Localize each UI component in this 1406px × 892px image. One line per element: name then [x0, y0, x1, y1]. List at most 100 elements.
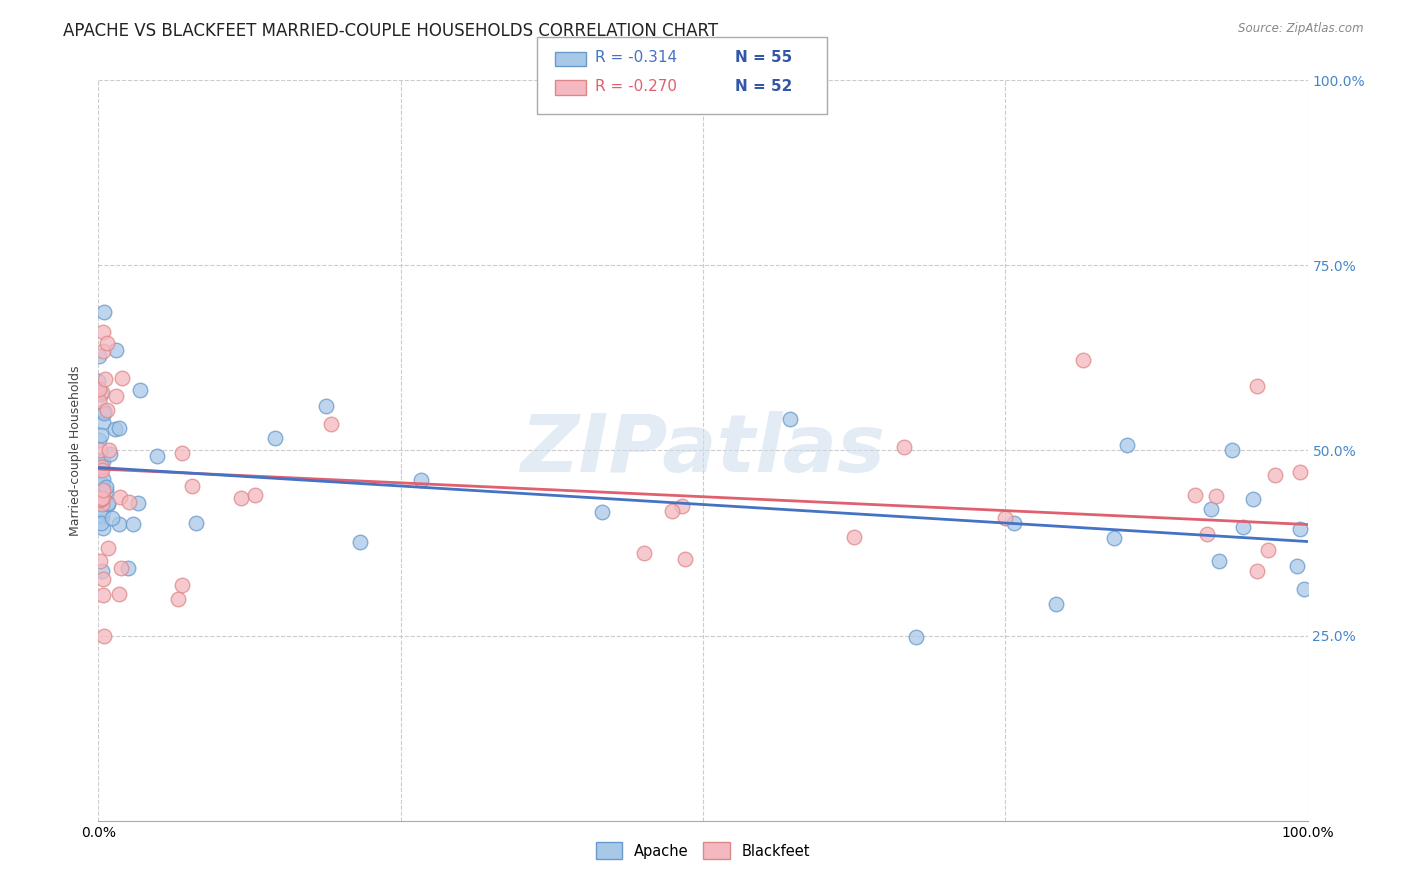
Point [103, 421, 125, 435]
Text: Source: ZipAtlas.com: Source: ZipAtlas.com [1239, 22, 1364, 36]
Point [90, 386, 112, 401]
Point [1205, 489, 1227, 503]
Point [96, 335, 118, 350]
Text: N = 55: N = 55 [735, 51, 793, 65]
Legend: Apache, Blackfeet: Apache, Blackfeet [591, 837, 815, 865]
Point [93, 415, 115, 429]
Point [94, 372, 117, 386]
Point [91, 491, 114, 505]
Point [89, 554, 111, 568]
Point [127, 496, 149, 510]
Point [1201, 502, 1223, 516]
Text: R = -0.270: R = -0.270 [595, 79, 676, 94]
Point [1232, 520, 1254, 534]
Point [87, 349, 110, 363]
Point [91, 459, 114, 474]
Point [315, 399, 337, 413]
Point [93, 403, 115, 417]
Point [90, 516, 112, 530]
Point [231, 491, 253, 505]
Point [89, 493, 111, 508]
Point [96, 403, 118, 417]
Point [184, 516, 207, 531]
Point [1246, 564, 1268, 578]
Point [105, 343, 128, 357]
Point [104, 389, 127, 403]
Point [91, 473, 114, 487]
Point [91, 521, 114, 535]
Point [97, 496, 120, 510]
Point [1246, 379, 1268, 393]
Point [128, 383, 150, 397]
Point [98, 447, 121, 461]
Point [349, 535, 371, 549]
Point [91, 477, 114, 491]
Point [1208, 553, 1230, 567]
Point [96, 480, 118, 494]
Point [633, 545, 655, 559]
Point [1002, 516, 1025, 531]
Point [893, 440, 915, 454]
Point [91, 572, 114, 586]
Point [1264, 468, 1286, 483]
Point [122, 517, 145, 532]
Point [319, 417, 342, 431]
Point [108, 586, 131, 600]
Point [91, 588, 114, 602]
Point [842, 530, 865, 544]
Point [1289, 466, 1312, 480]
Point [1286, 559, 1309, 574]
Point [90, 428, 112, 442]
Point [87, 459, 110, 474]
Point [1071, 353, 1094, 368]
Point [91, 325, 114, 339]
Point [994, 510, 1017, 524]
Point [87, 433, 110, 447]
Point [117, 561, 139, 575]
Point [89, 443, 111, 458]
Point [110, 561, 132, 575]
Point [1220, 443, 1243, 458]
Point [89, 452, 111, 467]
Point [108, 516, 131, 531]
Point [264, 431, 287, 445]
Point [90, 491, 112, 506]
Point [108, 420, 131, 434]
Point [101, 511, 124, 525]
Point [90, 564, 112, 578]
Point [91, 454, 114, 468]
Point [93, 629, 115, 643]
Point [97, 442, 120, 457]
Point [673, 551, 696, 566]
Point [591, 505, 613, 519]
Point [89, 382, 111, 396]
Point [166, 592, 188, 607]
Point [411, 473, 433, 487]
Point [90, 497, 112, 511]
Point [108, 490, 131, 504]
Point [181, 479, 204, 493]
Point [111, 371, 134, 385]
Point [91, 491, 114, 506]
Text: APACHE VS BLACKFEET MARRIED-COUPLE HOUSEHOLDS CORRELATION CHART: APACHE VS BLACKFEET MARRIED-COUPLE HOUSE… [63, 22, 718, 40]
Y-axis label: Married-couple Households: Married-couple Households [69, 365, 83, 536]
Point [146, 450, 169, 464]
Point [779, 412, 801, 426]
Point [1257, 543, 1279, 558]
Text: N = 52: N = 52 [735, 79, 793, 94]
Point [93, 405, 115, 419]
Point [1104, 532, 1126, 546]
Point [1184, 488, 1206, 502]
Point [91, 463, 114, 477]
Point [170, 578, 193, 592]
Point [118, 495, 141, 509]
Point [87, 394, 110, 409]
Point [91, 504, 114, 518]
Point [904, 630, 927, 644]
Point [1289, 522, 1312, 536]
Point [97, 541, 120, 556]
Point [1292, 582, 1315, 596]
Point [90, 493, 112, 508]
Point [1115, 437, 1137, 451]
Point [1195, 526, 1218, 541]
